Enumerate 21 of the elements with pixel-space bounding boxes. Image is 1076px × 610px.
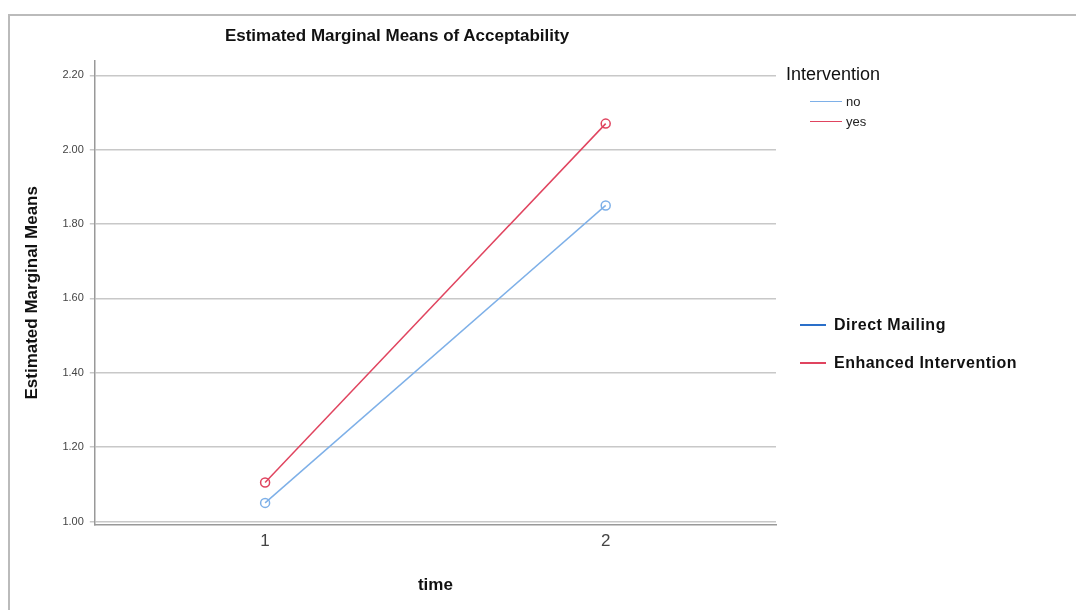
y-tick-label: 1.60 — [62, 291, 84, 304]
x-axis-title: time — [417, 575, 453, 595]
text: Enhanced Intervention — [834, 354, 1017, 372]
y-tick-label: 2.00 — [62, 142, 84, 155]
y-axis-title: Estimated Marginal Means — [21, 186, 41, 400]
point — [259, 477, 271, 488]
y-tick-label: 1.80 — [62, 217, 84, 230]
y-tick-label: 1.40 — [62, 365, 84, 378]
chart-title: Estimated Marginal Means of Acceptability — [224, 25, 570, 45]
y-tick-label: 1.00 — [62, 514, 84, 527]
x-tick-label: 1 — [260, 531, 270, 551]
legend-label: no — [846, 93, 861, 109]
point — [259, 497, 271, 509]
y-tick-label: 2.20 — [62, 68, 84, 81]
x-tick-label: 2 — [600, 531, 611, 551]
y-tick-label: 1.20 — [62, 440, 84, 453]
point — [600, 118, 611, 129]
text: Direct Mailing — [834, 316, 946, 334]
legend-label: yes — [846, 113, 867, 129]
legend-title: Intervention — [786, 64, 881, 85]
point — [600, 200, 611, 211]
